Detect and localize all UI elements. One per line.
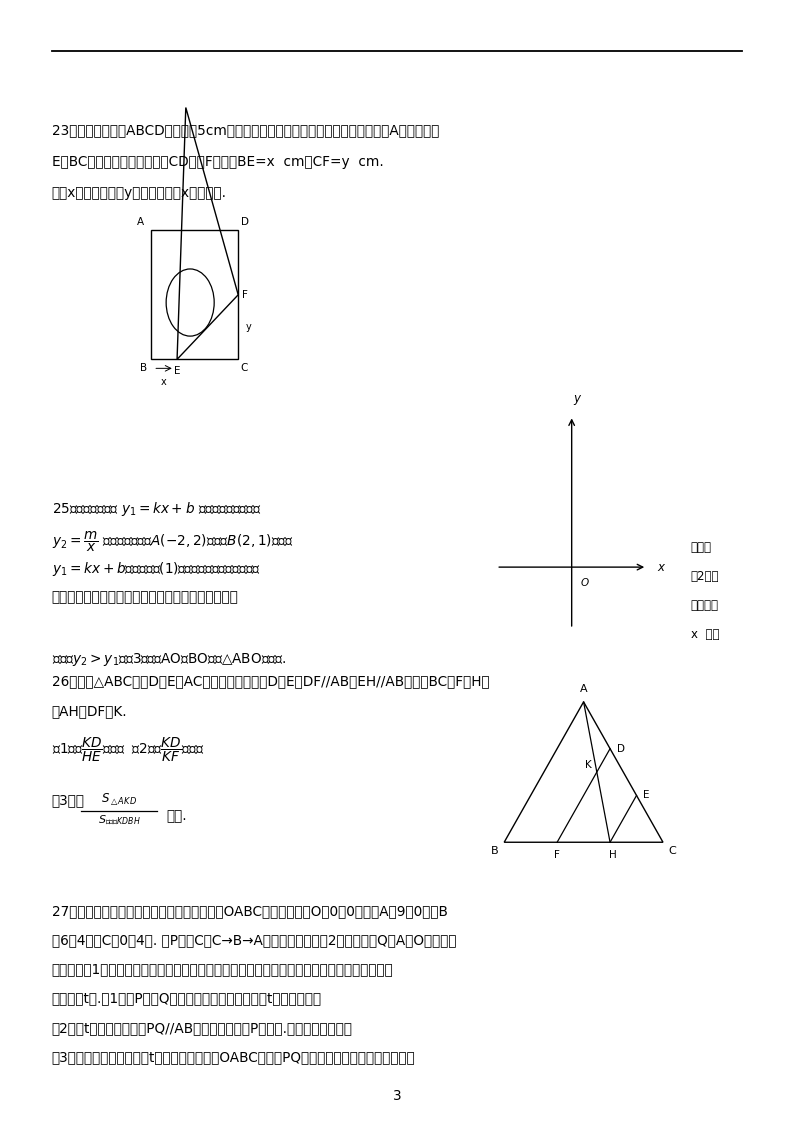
Text: 23、如图，正方形ABCD在边长为5cm，用一块三角板，使它的一直角边始终经过点A，直角顶点: 23、如图，正方形ABCD在边长为5cm，用一块三角板，使它的一直角边始终经过点… (52, 124, 439, 137)
Text: F: F (554, 850, 560, 860)
Text: 26．如图△ABC中，D、E是AC上的三等分点，过D、E作DF//AB，EH//AB分别交BC于F，H，: 26．如图△ABC中，D、E是AC上的三等分点，过D、E作DF//AB，EH//… (52, 674, 489, 687)
Text: （2）当t取何值时，直线PQ//AB？并写出此时点P的坐标.（写出解答过程）: （2）当t取何值时，直线PQ//AB？并写出此时点P的坐标.（写出解答过程） (52, 1021, 353, 1034)
Text: $y$: $y$ (573, 393, 583, 407)
Text: （2）在: （2）在 (691, 570, 719, 583)
Text: 试用x的代数式表示y（不需要写出x的范围）.: 试用x的代数式表示y（不需要写出x的范围）. (52, 186, 226, 200)
Text: 连AH交DF于K.: 连AH交DF于K. (52, 704, 127, 718)
Text: B: B (491, 847, 499, 856)
Text: $S_{四边形KDBH}$: $S_{四边形KDBH}$ (98, 813, 141, 827)
Text: A: A (137, 217, 145, 227)
Text: 27、如图在平面直角坐标系中，已知直角梯形OABC的顶点分别是O（0，0），点A（9，0），B: 27、如图在平面直角坐标系中，已知直角梯形OABC的顶点分别是O（0，0），点A… (52, 904, 448, 917)
Text: 值时，$y_2>y_1$；（3）连结AO，BO，求△ABO的面积.: 值时，$y_2>y_1$；（3）连结AO，BO，求△ABO的面积. (52, 651, 286, 668)
Text: $S_{\triangle AKD}$: $S_{\triangle AKD}$ (101, 791, 137, 806)
Text: （1）求$\dfrac{KD}{HE}$的值；  （2）求$\dfrac{KD}{KF}$的值；: （1）求$\dfrac{KD}{HE}$的值； （2）求$\dfrac{KD}{… (52, 736, 204, 764)
Text: F: F (242, 290, 248, 300)
Text: D: D (617, 743, 625, 754)
Text: E: E (174, 366, 180, 376)
Text: x  取何: x 取何 (691, 628, 719, 641)
Text: E在BC上移动，另一直角边交CD于点F，如果BE=x  cm，CF=y  cm.: E在BC上移动，另一直角边交CD于点F，如果BE=x cm，CF=y cm. (52, 155, 384, 168)
Text: E: E (643, 791, 649, 801)
Text: $y_1 = kx+b$的图象上，(1)试求这两个函数的解析式；: $y_1 = kx+b$的图象上，(1)试求这两个函数的解析式； (52, 560, 260, 578)
Text: $x$: $x$ (657, 560, 666, 574)
Text: y: y (246, 322, 252, 332)
Text: $O$: $O$ (580, 576, 589, 588)
Text: 象限内，: 象限内， (691, 599, 719, 612)
Text: H: H (609, 850, 617, 860)
Text: 在一坐标系中画出这两个函数的图象，并说明在第二: 在一坐标系中画出这两个函数的图象，并说明在第二 (52, 591, 238, 604)
Text: （3）求: （3）求 (52, 793, 85, 807)
Text: K: K (584, 759, 592, 769)
Text: $y_2 = \dfrac{m}{x}$ 的图象都经过点$A(-2,2)$，且点$B(2,1)$又在一: $y_2 = \dfrac{m}{x}$ 的图象都经过点$A(-2,2)$，且点… (52, 530, 294, 555)
Text: D: D (241, 217, 249, 227)
Text: 25．已知一次函数 $y_1 = kx+b$ 的图象与反比例函数: 25．已知一次函数 $y_1 = kx+b$ 的图象与反比例函数 (52, 500, 261, 518)
Text: （6，4），C（0，4）. 点P从点C沿C→B→A运动，速度为每秒2个单位，点Q从A向O点运动，: （6，4），C（0，4）. 点P从点C沿C→B→A运动，速度为每秒2个单位，点Q… (52, 933, 456, 947)
Text: 的时间是t秒.（1）点P和点Q谁先到达终点？到达终点时t的值是多少？: 的时间是t秒.（1）点P和点Q谁先到达终点？到达终点时t的值是多少？ (52, 992, 322, 1005)
Text: B: B (140, 363, 147, 373)
Text: C: C (241, 363, 248, 373)
Text: 3: 3 (393, 1089, 401, 1103)
Text: A: A (580, 684, 588, 694)
Text: （3）是否存在符合题意的t的值，使直角梯形OABC被直线PQ分成面积相等的两个部分？如果: （3）是否存在符合题意的t的值，使直角梯形OABC被直线PQ分成面积相等的两个部… (52, 1050, 415, 1063)
Text: 速度为每秒1个单位，当其中一个点到达终点时，另一个点也停止运动，两点同时出发，设运动: 速度为每秒1个单位，当其中一个点到达终点时，另一个点也停止运动，两点同时出发，设… (52, 962, 393, 976)
Text: 的值.: 的值. (167, 809, 187, 823)
Text: 次函数: 次函数 (691, 541, 711, 555)
Text: C: C (669, 847, 676, 856)
Text: x: x (161, 377, 167, 387)
